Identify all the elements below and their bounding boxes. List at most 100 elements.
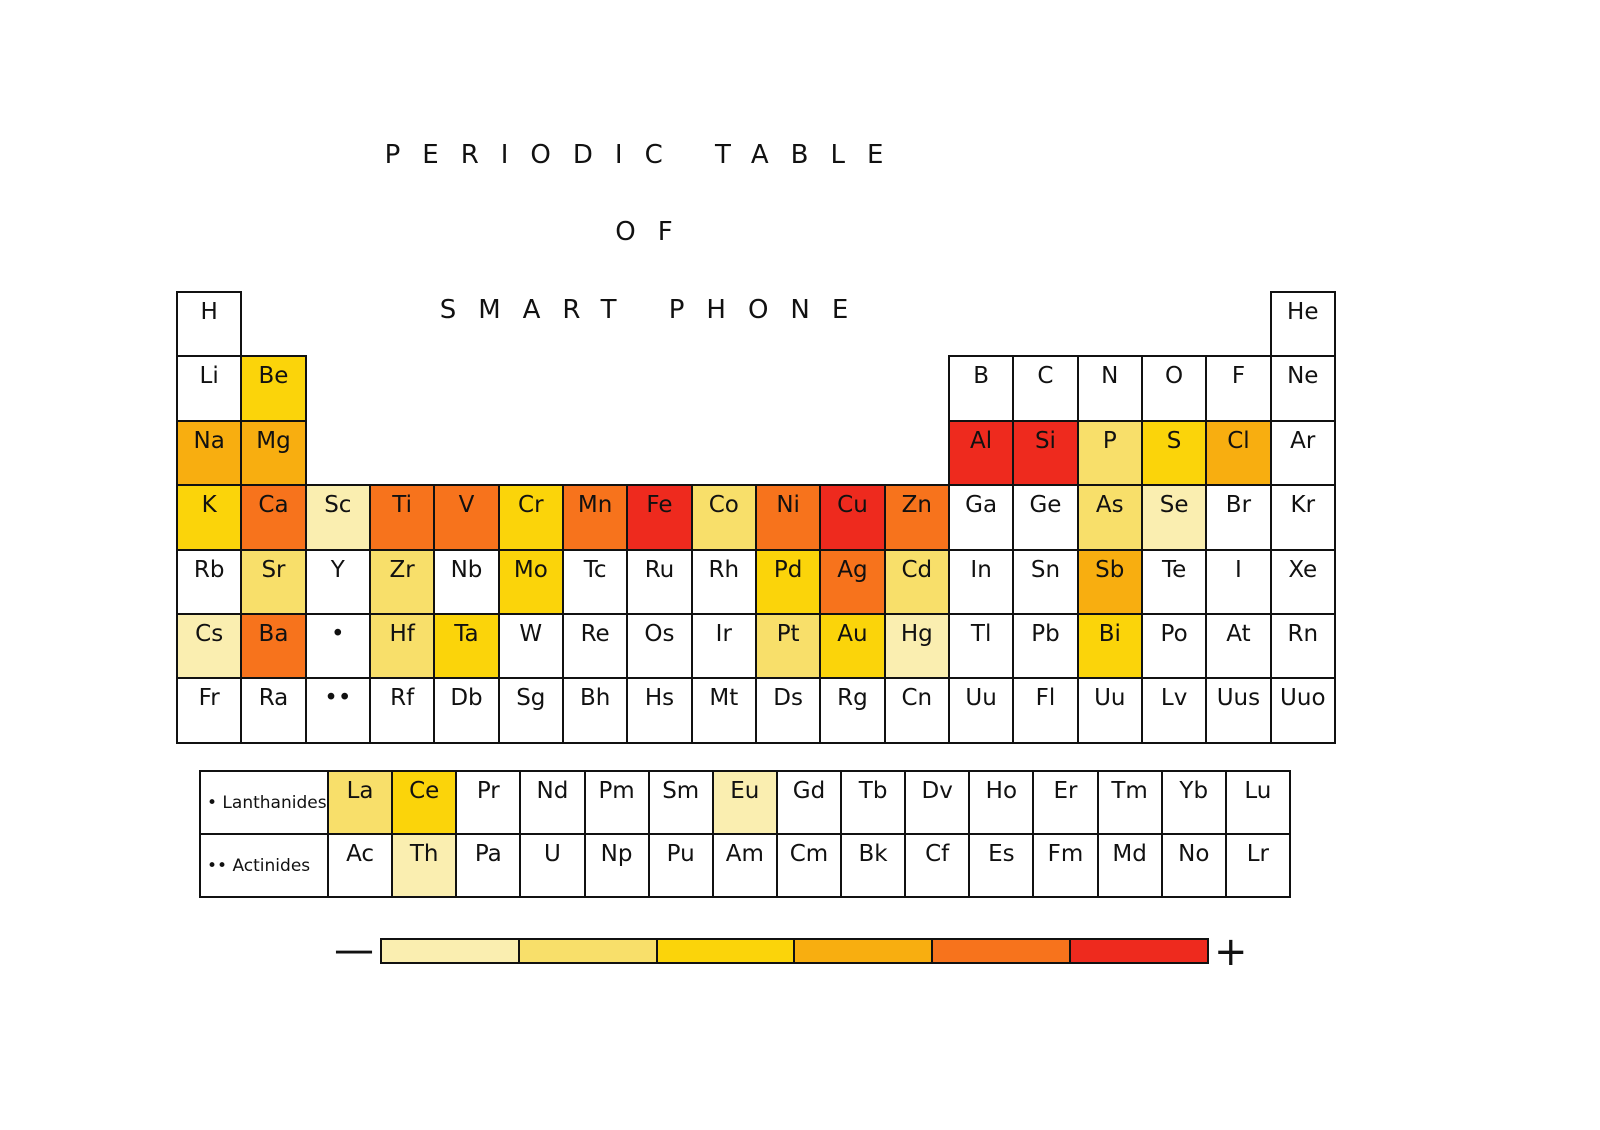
element-cell: Cl [1205,419,1272,487]
element-cell: Ho [968,770,1035,835]
element-cell: Tm [1096,770,1163,835]
element-cell: Bi [1076,613,1143,680]
element-cell: Ca [240,484,307,551]
element-cell: K [176,484,243,551]
element-cell: Uu [1076,677,1143,744]
element-cell: Sc [304,484,371,551]
element-cell: Nd [519,770,586,835]
element-cell: Tc [561,548,629,615]
element-cell: Cu [819,484,886,551]
element-cell: Cd [883,548,950,615]
element-cell: Si [1012,419,1079,487]
element-cell: F [1205,355,1272,422]
element-cell: Mn [561,484,629,551]
element-cell: Ra [240,677,307,744]
element-cell: Os [626,613,693,680]
element-cell: Cm [775,833,843,898]
element-cell: Y [304,548,371,615]
element-cell: Uus [1205,677,1272,744]
element-cell: Pu [647,833,714,898]
element-cell: Fr [176,677,243,744]
element-cell: Te [1140,548,1208,615]
element-cell: Er [1032,770,1099,835]
element-cell: Mg [240,419,307,487]
element-cell: Zn [883,484,950,551]
element-cell: Na [176,419,243,487]
element-cell: B [947,355,1015,422]
element-cell: • [304,613,371,680]
element-cell: Au [819,613,886,680]
element-cell: Re [561,613,629,680]
element-cell: Ce [391,770,458,835]
element-cell: Np [583,833,650,898]
element-cell: Eu [711,770,778,835]
legend-level-swatch [517,938,658,964]
element-cell: Yb [1160,770,1227,835]
element-cell: S [1140,419,1208,487]
element-cell: Gd [775,770,843,835]
element-cell: Rg [819,677,886,744]
element-cell: Po [1140,613,1208,680]
f-block-row-label: • Lanthanides [199,770,329,835]
element-cell: Ne [1269,355,1336,422]
element-cell: Hf [368,613,436,680]
element-cell: No [1160,833,1227,898]
element-cell: Ac [327,833,394,898]
element-cell: Uuo [1269,677,1336,744]
element-cell: Ru [626,548,693,615]
element-cell: Pt [754,613,822,680]
element-cell: Ga [947,484,1015,551]
element-cell: Db [433,677,500,744]
element-cell: Tb [840,770,907,835]
element-cell: Zr [368,548,436,615]
element-cell: He [1269,291,1336,358]
element-cell: Sr [240,548,307,615]
element-cell: Ba [240,613,307,680]
element-cell: Uu [947,677,1015,744]
element-cell: Sn [1012,548,1079,615]
element-cell: Pd [754,548,822,615]
element-cell: Bk [840,833,907,898]
element-cell: Ta [433,613,500,680]
element-cell: Ar [1269,419,1336,487]
element-cell: Lr [1224,833,1291,898]
element-cell: Sb [1076,548,1143,615]
element-cell: Rf [368,677,436,744]
element-cell: Pm [583,770,650,835]
element-cell: N [1076,355,1143,422]
element-cell: Kr [1269,484,1336,551]
element-cell: Pa [455,833,522,898]
element-cell: Cs [176,613,243,680]
element-cell: Ds [754,677,822,744]
element-cell: V [433,484,500,551]
element-cell: Mo [497,548,564,615]
element-cell: Li [176,355,243,422]
element-cell: La [327,770,394,835]
element-cell: Ir [690,613,757,680]
element-cell: Th [391,833,458,898]
legend-max-label: + [1214,929,1248,975]
f-block-row-label: •• Actinides [199,833,329,898]
element-cell: In [947,548,1015,615]
element-cell: Cn [883,677,950,744]
element-cell: Pr [455,770,522,835]
element-cell: Fm [1032,833,1099,898]
element-cell: Md [1096,833,1163,898]
element-cell: Hg [883,613,950,680]
element-cell: Pb [1012,613,1079,680]
element-cell: Fl [1012,677,1079,744]
element-cell: Co [690,484,757,551]
element-cell: Tl [947,613,1015,680]
element-cell: W [497,613,564,680]
element-cell: Xe [1269,548,1336,615]
title-line-3: SMART PHONE [439,295,871,325]
element-cell: C [1012,355,1079,422]
element-cell: Mt [690,677,757,744]
element-cell: Bh [561,677,629,744]
element-cell: Cr [497,484,564,551]
element-cell: Rn [1269,613,1336,680]
element-cell: P [1076,419,1143,487]
element-cell: H [176,291,243,358]
legend-level-swatch [793,938,934,964]
element-cell: Dv [904,770,971,835]
